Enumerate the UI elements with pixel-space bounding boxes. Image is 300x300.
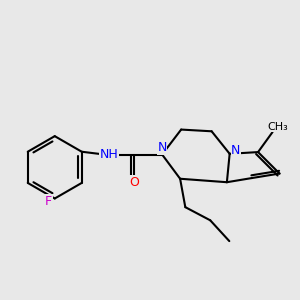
Text: O: O xyxy=(129,176,139,189)
Text: F: F xyxy=(45,195,52,208)
Text: NH: NH xyxy=(100,148,119,161)
Text: CH₃: CH₃ xyxy=(267,122,288,132)
Text: N: N xyxy=(231,144,241,157)
Text: N: N xyxy=(158,141,167,154)
